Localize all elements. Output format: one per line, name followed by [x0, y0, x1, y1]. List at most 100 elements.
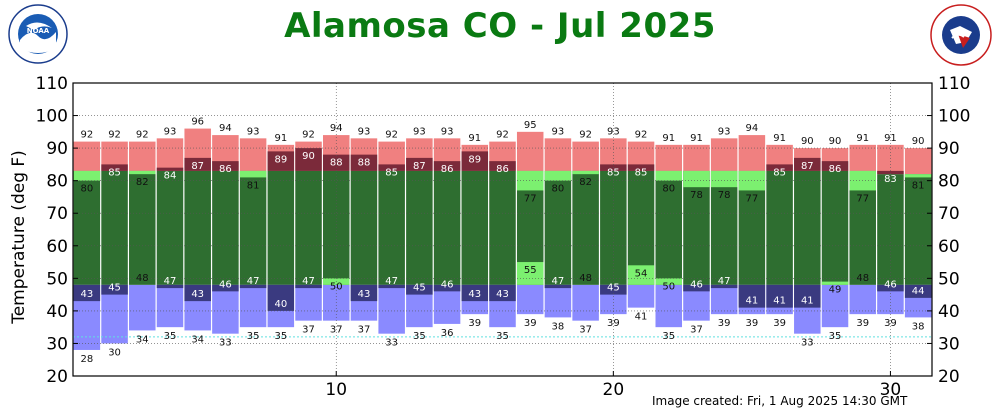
- observed-low-label: 43: [80, 289, 93, 300]
- observed-high-label: 90: [302, 151, 315, 162]
- record-low-label: 38: [912, 321, 925, 332]
- below-normal-low-bar: [710, 284, 738, 289]
- observed-low-label: 40: [274, 299, 287, 310]
- record-low-label: 33: [385, 338, 398, 349]
- below-normal-low-bar: [544, 284, 572, 289]
- record-low-label: 39: [524, 318, 537, 329]
- record-low-label: 33: [801, 338, 814, 349]
- record-high-band: [655, 144, 683, 171]
- normal-range-bar: [766, 170, 793, 285]
- y-tick-label-left: 100: [36, 107, 68, 127]
- below-normal-low-bar: [267, 284, 295, 311]
- grid-layer: [73, 83, 932, 376]
- normal-range-bar: [184, 170, 211, 285]
- record-low-label: 37: [330, 325, 343, 336]
- y-tick-label-left: 80: [46, 172, 68, 192]
- record-high-label: 93: [413, 126, 426, 137]
- record-high-label: 92: [635, 130, 648, 141]
- record-high-band: [683, 144, 710, 171]
- record-high-label: 91: [690, 133, 703, 144]
- observed-low-label: 41: [801, 296, 814, 307]
- record-high-band: [710, 138, 738, 171]
- above-normal-high-bar: [877, 170, 904, 175]
- below-normal-low-bar: [461, 284, 489, 302]
- above-normal-high-bar: [378, 164, 405, 171]
- above-normal-high-bar: [627, 164, 655, 171]
- observed-high-label: 87: [801, 161, 814, 172]
- record-low-band: [710, 284, 738, 315]
- record-low-label: 37: [579, 325, 592, 336]
- above-normal-high-bar: [489, 161, 516, 171]
- observed-low-label: 41: [773, 296, 786, 307]
- record-low-band: [572, 284, 599, 321]
- record-low-label: 39: [468, 318, 481, 329]
- below-normal-high-bar: [129, 170, 156, 175]
- observed-high-label: 86: [496, 164, 509, 175]
- below-normal-low-bar: [489, 284, 516, 302]
- record-low-band: [821, 284, 849, 328]
- observed-low-label: 47: [385, 276, 398, 287]
- y-tick-label-left: 40: [46, 302, 68, 322]
- below-normal-low-bar: [738, 284, 766, 308]
- below-normal-low-bar: [239, 284, 267, 289]
- normal-range-bar: [267, 170, 295, 285]
- y-tick-label-left: 50: [46, 269, 68, 289]
- normal-range-bar: [544, 170, 572, 285]
- observed-low-label: 55: [524, 265, 537, 276]
- observed-high-label: 80: [80, 184, 93, 195]
- observed-low-label: 50: [662, 281, 675, 292]
- record-high-label: 92: [302, 130, 315, 141]
- below-normal-high-bar: [683, 170, 710, 188]
- record-low-band: [156, 284, 184, 328]
- observed-high-label: 88: [330, 158, 343, 169]
- observed-high-label: 81: [247, 180, 260, 191]
- observed-high-label: 78: [718, 190, 731, 201]
- observed-low-label: 45: [607, 283, 620, 294]
- y-tick-label-right: 20: [938, 367, 960, 387]
- observed-low-label: 46: [884, 279, 897, 290]
- y-tick-label-right: 110: [938, 74, 970, 94]
- record-high-label: 96: [191, 117, 204, 128]
- record-high-label: 91: [662, 133, 675, 144]
- plot-frame: [72, 82, 933, 377]
- record-low-label: 41: [635, 312, 648, 323]
- observed-high-label: 83: [884, 174, 897, 185]
- record-high-label: 93: [247, 126, 260, 137]
- observed-high-label: 89: [274, 154, 287, 165]
- record-high-band: [239, 138, 267, 171]
- record-low-band: [212, 284, 239, 334]
- record-low-band: [239, 284, 267, 328]
- record-low-label: 34: [136, 334, 149, 345]
- normal-range-bar: [904, 174, 932, 285]
- observed-high-label: 86: [829, 164, 842, 175]
- y-tick-label-left: 20: [46, 367, 68, 387]
- observed-high-label: 85: [108, 167, 121, 178]
- y-tick-label-right: 80: [938, 172, 960, 192]
- record-high-label: 91: [274, 133, 287, 144]
- observed-high-label: 86: [441, 164, 454, 175]
- record-high-label: 94: [746, 123, 759, 134]
- noaa-logo-text: NOAA: [27, 27, 50, 35]
- normal-range-bar: [156, 170, 184, 285]
- below-normal-low-bar: [877, 284, 904, 292]
- normal-range-bar: [794, 170, 821, 285]
- observed-low-label: 54: [635, 268, 648, 279]
- normal-range-bar: [489, 170, 516, 285]
- record-high-band: [544, 138, 572, 171]
- below-normal-low-bar: [904, 284, 932, 298]
- below-normal-high-bar: [655, 170, 683, 181]
- record-low-label: 37: [302, 325, 315, 336]
- observed-low-label: 49: [829, 285, 842, 296]
- below-normal-low-bar: [433, 284, 461, 292]
- chart-title: Alamosa CO - Jul 2025: [284, 6, 716, 46]
- record-high-label: 90: [912, 136, 925, 147]
- record-low-band: [295, 284, 322, 321]
- record-low-label: 39: [773, 318, 786, 329]
- below-normal-low-bar: [600, 284, 627, 295]
- record-high-label: 92: [136, 130, 149, 141]
- observed-high-label: 80: [662, 184, 675, 195]
- record-low-label: 35: [662, 331, 675, 342]
- below-normal-low-bar: [406, 284, 433, 295]
- below-normal-low-bar: [156, 284, 184, 289]
